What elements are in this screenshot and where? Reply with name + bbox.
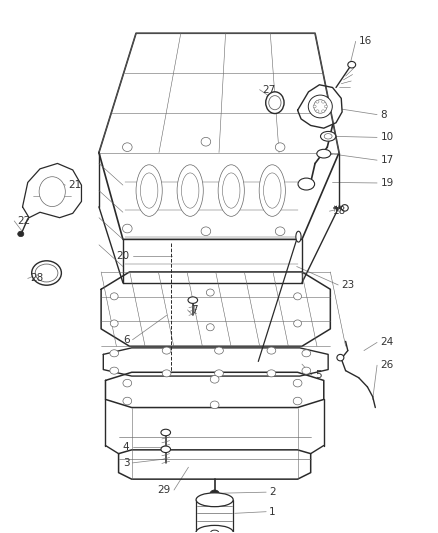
Ellipse shape xyxy=(223,173,240,208)
Ellipse shape xyxy=(259,165,286,216)
Ellipse shape xyxy=(215,347,223,354)
Ellipse shape xyxy=(314,100,327,113)
Ellipse shape xyxy=(317,149,331,158)
Text: 3: 3 xyxy=(123,458,130,468)
Ellipse shape xyxy=(201,227,211,236)
Ellipse shape xyxy=(321,110,325,112)
Ellipse shape xyxy=(218,165,244,216)
Ellipse shape xyxy=(196,526,233,533)
Ellipse shape xyxy=(325,105,328,108)
Ellipse shape xyxy=(264,173,281,208)
Text: 17: 17 xyxy=(381,155,394,165)
Text: 26: 26 xyxy=(381,360,394,370)
Ellipse shape xyxy=(162,370,171,377)
Ellipse shape xyxy=(211,530,219,533)
Ellipse shape xyxy=(162,347,171,354)
Text: 8: 8 xyxy=(381,110,387,119)
Text: 22: 22 xyxy=(17,216,31,226)
Text: 20: 20 xyxy=(117,251,130,261)
Ellipse shape xyxy=(136,165,162,216)
Ellipse shape xyxy=(206,324,214,331)
Ellipse shape xyxy=(210,490,219,499)
Text: 18: 18 xyxy=(332,206,346,216)
Ellipse shape xyxy=(161,446,170,453)
Ellipse shape xyxy=(181,173,199,208)
Ellipse shape xyxy=(196,493,233,507)
Ellipse shape xyxy=(266,92,284,114)
Text: 23: 23 xyxy=(341,280,354,290)
Text: 5: 5 xyxy=(315,370,321,380)
Ellipse shape xyxy=(215,370,223,377)
Ellipse shape xyxy=(206,289,214,296)
Ellipse shape xyxy=(35,264,58,282)
Ellipse shape xyxy=(161,429,170,436)
Text: 6: 6 xyxy=(123,335,130,345)
Ellipse shape xyxy=(348,61,356,68)
Ellipse shape xyxy=(316,110,319,112)
Text: 4: 4 xyxy=(123,442,130,451)
Text: 28: 28 xyxy=(30,273,44,284)
Ellipse shape xyxy=(298,178,314,190)
Ellipse shape xyxy=(293,320,301,327)
Ellipse shape xyxy=(141,173,158,208)
Ellipse shape xyxy=(276,227,285,236)
Text: 21: 21 xyxy=(68,180,81,190)
Ellipse shape xyxy=(18,231,24,237)
Ellipse shape xyxy=(123,397,132,405)
Ellipse shape xyxy=(321,100,325,103)
Ellipse shape xyxy=(177,165,203,216)
Ellipse shape xyxy=(201,138,211,146)
Text: 19: 19 xyxy=(381,178,394,188)
Ellipse shape xyxy=(123,379,132,387)
Ellipse shape xyxy=(293,379,302,387)
Ellipse shape xyxy=(188,297,198,303)
Ellipse shape xyxy=(110,367,119,374)
Ellipse shape xyxy=(293,397,302,405)
Ellipse shape xyxy=(324,134,332,139)
Ellipse shape xyxy=(316,100,319,103)
Text: 27: 27 xyxy=(263,85,276,95)
Ellipse shape xyxy=(110,350,119,357)
Ellipse shape xyxy=(341,205,348,211)
Ellipse shape xyxy=(302,367,311,374)
Text: 24: 24 xyxy=(381,337,394,348)
Ellipse shape xyxy=(210,401,219,409)
Text: 29: 29 xyxy=(158,485,171,495)
Ellipse shape xyxy=(337,354,344,361)
Text: 16: 16 xyxy=(359,36,372,46)
Text: 2: 2 xyxy=(269,487,276,497)
Ellipse shape xyxy=(123,143,132,151)
Ellipse shape xyxy=(32,261,61,285)
Text: 7: 7 xyxy=(191,305,197,315)
Ellipse shape xyxy=(110,320,118,327)
Ellipse shape xyxy=(269,95,281,110)
Ellipse shape xyxy=(39,177,65,207)
Ellipse shape xyxy=(110,293,118,300)
Ellipse shape xyxy=(313,105,316,108)
Ellipse shape xyxy=(267,370,276,377)
Ellipse shape xyxy=(123,224,132,233)
Text: 10: 10 xyxy=(381,132,394,142)
Ellipse shape xyxy=(302,350,311,357)
Ellipse shape xyxy=(296,231,301,242)
Text: 1: 1 xyxy=(269,507,276,516)
Ellipse shape xyxy=(293,293,301,300)
Ellipse shape xyxy=(210,376,219,383)
Ellipse shape xyxy=(308,95,332,118)
Ellipse shape xyxy=(321,132,336,141)
Ellipse shape xyxy=(276,143,285,151)
Ellipse shape xyxy=(267,347,276,354)
